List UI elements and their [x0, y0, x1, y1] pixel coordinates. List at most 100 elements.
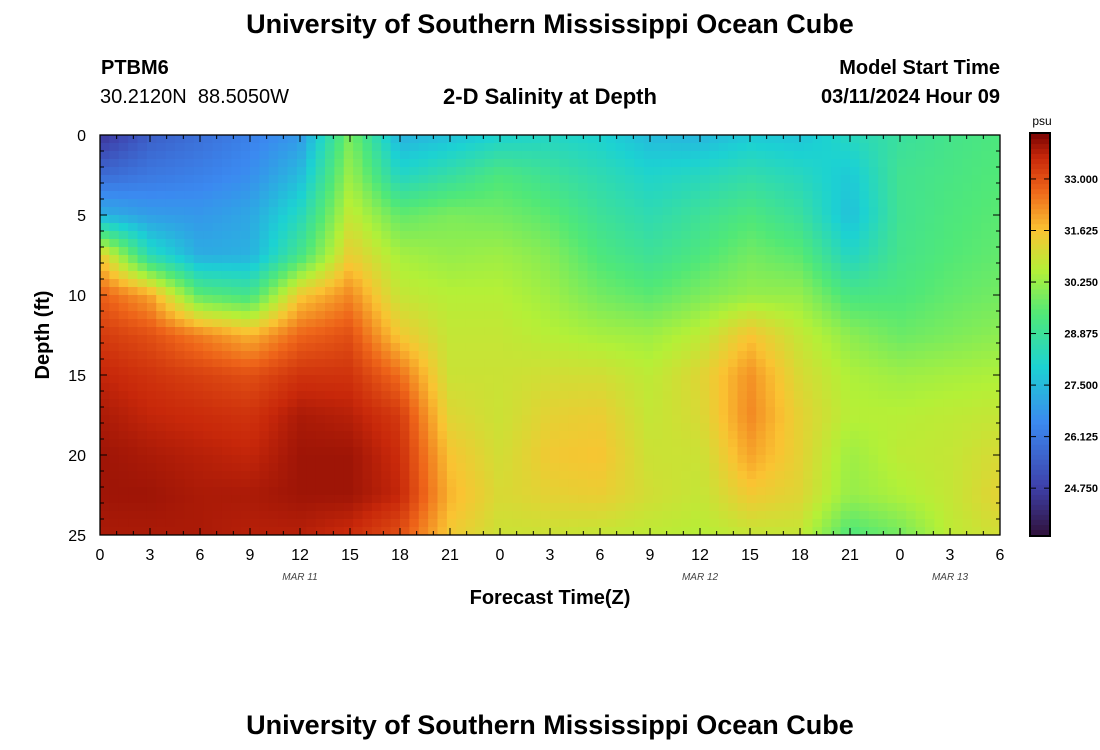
heatmap-cell [512, 143, 523, 152]
heatmap-cell [784, 175, 795, 184]
heatmap-cell [165, 415, 176, 424]
heatmap-cell [915, 327, 926, 336]
heatmap-cell [100, 335, 110, 344]
heatmap-cell [906, 271, 917, 280]
heatmap-cell [278, 167, 289, 176]
heatmap-cell [231, 463, 242, 472]
heatmap-cell [793, 207, 804, 216]
heatmap-cell [568, 487, 579, 496]
heatmap-cell [521, 351, 532, 360]
heatmap-cell [971, 463, 982, 472]
heatmap-cell [615, 215, 626, 224]
heatmap-cell [596, 327, 607, 336]
heatmap-cell [587, 231, 598, 240]
heatmap-cell [240, 343, 251, 352]
heatmap-cell [540, 303, 551, 312]
heatmap-cell [925, 151, 935, 160]
heatmap-cell [812, 463, 823, 472]
heatmap-cell [559, 503, 570, 512]
heatmap-cell [231, 143, 242, 152]
heatmap-cell [193, 287, 204, 296]
heatmap-cell [596, 279, 607, 288]
heatmap-cell [446, 407, 457, 416]
heatmap-cell [962, 135, 973, 144]
heatmap-cell [634, 487, 645, 496]
heatmap-cell [165, 335, 176, 344]
heatmap-cell [296, 287, 307, 296]
heatmap-cell [381, 351, 392, 360]
heatmap-cell [746, 415, 757, 424]
heatmap-cell [521, 487, 532, 496]
heatmap-cell [906, 303, 917, 312]
heatmap-cell [521, 311, 532, 320]
heatmap-cell [915, 495, 926, 504]
heatmap-cell [681, 391, 692, 400]
heatmap-cell [118, 279, 129, 288]
heatmap-cell [278, 359, 289, 368]
heatmap-cell [268, 199, 279, 208]
heatmap-cell [212, 383, 223, 392]
heatmap-cell [156, 511, 167, 520]
heatmap-cell [212, 327, 223, 336]
heatmap-cell [887, 383, 898, 392]
heatmap-cell [775, 151, 785, 160]
heatmap-cell [137, 167, 148, 176]
heatmap-cell [334, 351, 345, 360]
heatmap-cell [709, 319, 720, 328]
heatmap-cell [325, 375, 335, 384]
heatmap-cell [146, 199, 157, 208]
heatmap-cell [887, 455, 898, 464]
heatmap-cell [540, 263, 551, 272]
heatmap-cell [165, 359, 176, 368]
heatmap-cell [803, 335, 814, 344]
heatmap-cell [840, 151, 851, 160]
heatmap-cell [718, 151, 729, 160]
heatmap-cell [793, 343, 804, 352]
heatmap-cell [203, 359, 214, 368]
heatmap-cell [484, 183, 495, 192]
heatmap-cell [868, 455, 879, 464]
heatmap-cell [156, 287, 167, 296]
heatmap-cell [793, 423, 804, 432]
heatmap-cell [568, 143, 579, 152]
heatmap-cell [156, 527, 167, 535]
heatmap-cell [990, 159, 1000, 168]
heatmap-cell [362, 375, 373, 384]
heatmap-cell [971, 503, 982, 512]
heatmap-cell [540, 247, 551, 256]
heatmap-cell [268, 375, 279, 384]
heatmap-cell [831, 503, 842, 512]
heatmap-cell [550, 375, 560, 384]
heatmap-cell [671, 255, 682, 264]
heatmap-cell [587, 415, 598, 424]
heatmap-cell [118, 199, 129, 208]
heatmap-cell [868, 175, 879, 184]
heatmap-cell [990, 375, 1000, 384]
heatmap-cell [428, 327, 439, 336]
heatmap-cell [953, 295, 964, 304]
heatmap-cell [765, 351, 776, 360]
heatmap-cell [456, 263, 467, 272]
heatmap-cell [212, 175, 223, 184]
heatmap-cell [540, 479, 551, 488]
heatmap-cell [212, 295, 223, 304]
heatmap-cell [981, 255, 992, 264]
heatmap-cell [428, 287, 439, 296]
heatmap-cell [128, 431, 139, 440]
heatmap-cell [250, 471, 260, 480]
heatmap-cell [521, 439, 532, 448]
heatmap-cell [306, 151, 317, 160]
heatmap-cell [962, 255, 973, 264]
heatmap-cell [240, 263, 251, 272]
heatmap-cell [896, 143, 907, 152]
heatmap-cell [390, 279, 401, 288]
heatmap-cell [250, 399, 260, 408]
heatmap-cell [137, 471, 148, 480]
heatmap-cell [943, 383, 954, 392]
heatmap-cell [521, 503, 532, 512]
heatmap-cell [775, 439, 785, 448]
heatmap-cell [568, 479, 579, 488]
heatmap-cell [278, 511, 289, 520]
heatmap-cell [718, 511, 729, 520]
heatmap-cell [953, 439, 964, 448]
